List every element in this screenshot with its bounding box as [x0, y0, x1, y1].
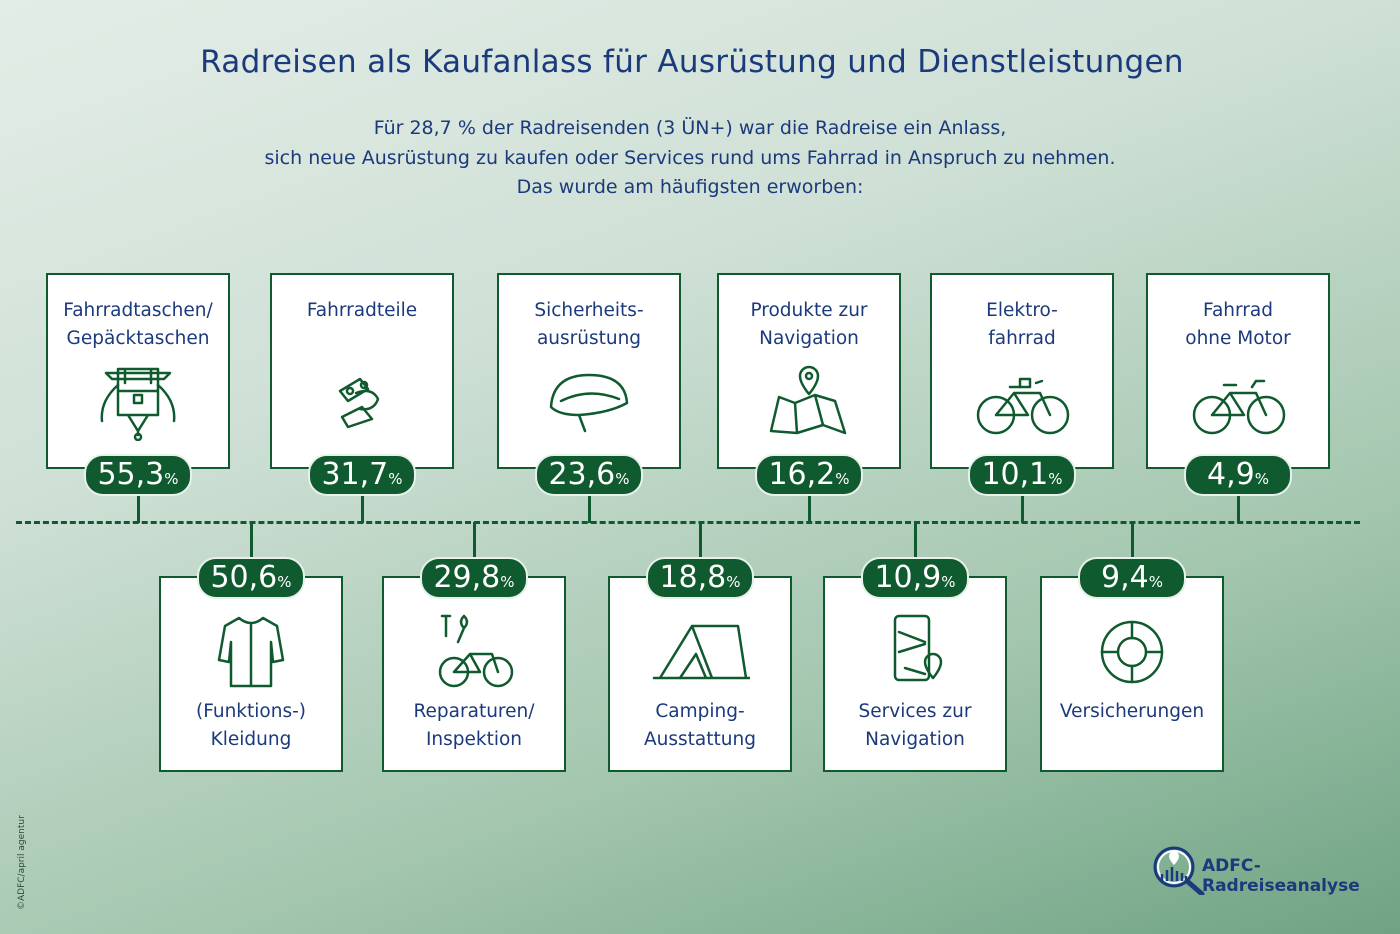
- helmet-icon: [549, 373, 629, 433]
- category-label: (Funktions-) Kleidung: [196, 701, 306, 750]
- page-title: Radreisen als Kaufanlass für Ausrüstung …: [200, 44, 1184, 80]
- connector-line: [914, 522, 917, 558]
- category-label: Camping- Ausstattung: [644, 701, 756, 750]
- value-badge: 16,2%: [755, 454, 863, 496]
- unit-label: %: [277, 573, 292, 591]
- category-label: Fahrradteile: [306, 300, 418, 321]
- category-label: Versicherungen: [1059, 701, 1205, 722]
- unit-label: %: [1148, 573, 1163, 591]
- value-label: 9,4: [1101, 560, 1149, 595]
- adfc-logo: ADFC-Radreiseanalyse: [1150, 843, 1400, 897]
- unit-label: %: [164, 470, 179, 488]
- value-label: 16,2: [768, 457, 836, 492]
- tent-icon: [652, 624, 750, 680]
- connector-line: [1237, 496, 1240, 523]
- connector-line: [137, 496, 140, 523]
- derailleur-icon: [338, 377, 380, 429]
- category-label: Reparaturen/ Inspektion: [413, 701, 535, 750]
- phone-map-icon: [893, 614, 943, 682]
- lifebuoy-icon: [1100, 620, 1164, 684]
- unit-label: %: [388, 470, 403, 488]
- value-label: 10,1: [981, 457, 1049, 492]
- connector-line: [473, 522, 476, 558]
- connector-line: [699, 522, 702, 558]
- value-badge: 10,9%: [861, 557, 969, 599]
- value-badge: 23,6%: [535, 454, 643, 496]
- connector-line: [1131, 522, 1134, 558]
- subtitle-line: sich neue Ausrüstung zu kaufen oder Serv…: [264, 146, 1116, 169]
- pannier-bag-icon: [100, 367, 176, 441]
- unit-label: %: [941, 573, 956, 591]
- category-card: Reparaturen/ Inspektion: [382, 576, 566, 772]
- map-pin-icon: [769, 365, 847, 435]
- category-label: Services zur Navigation: [858, 701, 972, 750]
- connector-line: [361, 496, 364, 523]
- category-card: Camping- Ausstattung: [608, 576, 792, 772]
- category-label: Sicherheits- ausrüstung: [534, 300, 644, 349]
- value-label: 10,9: [874, 560, 942, 595]
- connector-line: [588, 496, 591, 523]
- value-badge: 18,8%: [646, 557, 754, 599]
- category-label: Fahrradtaschen/ Gepäcktaschen: [63, 300, 213, 349]
- unit-label: %: [835, 470, 850, 488]
- category-card: Fahrradtaschen/ Gepäcktaschen: [46, 273, 230, 469]
- value-badge: 31,7%: [308, 454, 416, 496]
- value-label: 18,8: [659, 560, 727, 595]
- unit-label: %: [615, 470, 630, 488]
- connector-line: [808, 496, 811, 523]
- category-card: Fahrrad ohne Motor: [1146, 273, 1330, 469]
- category-label: Elektro- fahrrad: [986, 300, 1058, 349]
- jersey-icon: [217, 616, 285, 688]
- value-badge: 50,6%: [197, 557, 305, 599]
- subtitle-line: Das wurde am häufigsten erworben:: [516, 176, 864, 198]
- value-badge: 29,8%: [420, 557, 528, 599]
- subtitle-line: Für 28,7 % der Radreisenden (3 ÜN+) war …: [373, 117, 1007, 139]
- value-label: 50,6: [210, 560, 278, 595]
- category-card: Versicherungen: [1040, 576, 1224, 772]
- category-card: Services zur Navigation: [823, 576, 1007, 772]
- category-label: Fahrrad ohne Motor: [1185, 300, 1291, 349]
- value-label: 23,6: [548, 457, 616, 492]
- category-card: Elektro- fahrrad: [930, 273, 1114, 469]
- value-badge: 9,4%: [1078, 557, 1186, 599]
- unit-label: %: [1254, 470, 1269, 488]
- value-label: 4,9: [1207, 457, 1255, 492]
- logo-text: ADFC-Radreiseanalyse: [1202, 856, 1360, 896]
- unit-label: %: [1048, 470, 1063, 488]
- subtitle: Für 28,7 % der Radreisenden (3 ÜN+) war …: [0, 114, 1380, 203]
- connector-line: [1021, 496, 1024, 523]
- tools-bike-icon: [438, 614, 514, 688]
- category-label: Produkte zur Navigation: [750, 300, 868, 349]
- value-badge: 55,3%: [84, 454, 192, 496]
- value-label: 29,8: [433, 560, 501, 595]
- connector-line: [250, 522, 253, 558]
- value-badge: 4,9%: [1184, 454, 1292, 496]
- timeline-dashed-line: [16, 521, 1360, 524]
- unit-label: %: [726, 573, 741, 591]
- category-card: (Funktions-) Kleidung: [159, 576, 343, 772]
- bicycle-icon: [1192, 379, 1286, 435]
- ebike-icon: [976, 377, 1070, 435]
- value-label: 31,7: [321, 457, 389, 492]
- category-card: Fahrradteile: [270, 273, 454, 469]
- value-badge: 10,1%: [968, 454, 1076, 496]
- unit-label: %: [500, 573, 515, 591]
- copyright: ©ADFC/april agentur: [17, 815, 27, 910]
- category-card: Sicherheits- ausrüstung: [497, 273, 681, 469]
- category-card: Produkte zur Navigation: [717, 273, 901, 469]
- value-label: 55,3: [97, 457, 165, 492]
- magnifier-chart-icon: [1153, 846, 1205, 897]
